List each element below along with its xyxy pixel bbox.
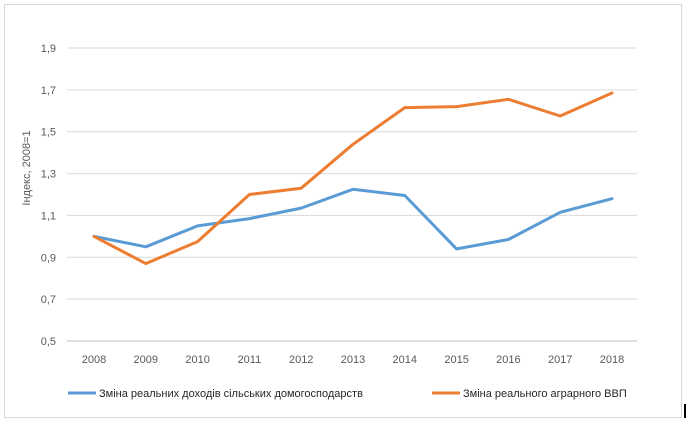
y-tick-label: 1,3 bbox=[41, 169, 56, 181]
x-tick-label: 2012 bbox=[289, 354, 313, 366]
legend-label-2: Зміна реального аграрного ВВП bbox=[463, 388, 627, 400]
y-axis-label: Індекс, 2008=1 bbox=[21, 130, 33, 205]
x-tick-label: 2013 bbox=[341, 354, 365, 366]
x-tick-label: 2016 bbox=[496, 354, 520, 366]
x-tick-label: 2018 bbox=[600, 354, 624, 366]
y-tick-label: 0,7 bbox=[41, 294, 56, 306]
series-line-1 bbox=[92, 187, 614, 251]
y-tick-label: 1,7 bbox=[41, 85, 56, 97]
x-tick-label: 2009 bbox=[134, 354, 158, 366]
x-tick-label: 2008 bbox=[82, 354, 106, 366]
x-tick-label: 2015 bbox=[444, 354, 468, 366]
legend-label-1: Зміна реальних доходів сільських домогос… bbox=[99, 388, 363, 400]
x-tick-label: 2010 bbox=[185, 354, 209, 366]
edge-mark bbox=[684, 404, 686, 418]
x-axis-ticks: 2008 2009 2010 2011 2012 2013 2014 2015 2016 2017… bbox=[82, 354, 624, 366]
x-tick-label: 2017 bbox=[548, 354, 572, 366]
y-tick-label: 1,9 bbox=[41, 43, 56, 55]
y-tick-label: 1,1 bbox=[41, 210, 56, 222]
x-tick-label: 2014 bbox=[393, 354, 417, 366]
y-tick-label: 0,9 bbox=[41, 252, 56, 264]
x-tick-label: 2011 bbox=[238, 354, 262, 366]
series-lines bbox=[92, 91, 614, 266]
y-axis-ticks: 0,5 0,7 0,9 1,1 1,3 1,5 1,7 1,9 bbox=[41, 43, 56, 348]
legend: Зміна реальних доходів сільських домогос… bbox=[68, 388, 627, 400]
y-tick-label: 1,5 bbox=[41, 127, 56, 139]
y-tick-label: 0,5 bbox=[41, 336, 56, 348]
series-line-2 bbox=[92, 91, 614, 266]
gridlines bbox=[67, 47, 637, 342]
